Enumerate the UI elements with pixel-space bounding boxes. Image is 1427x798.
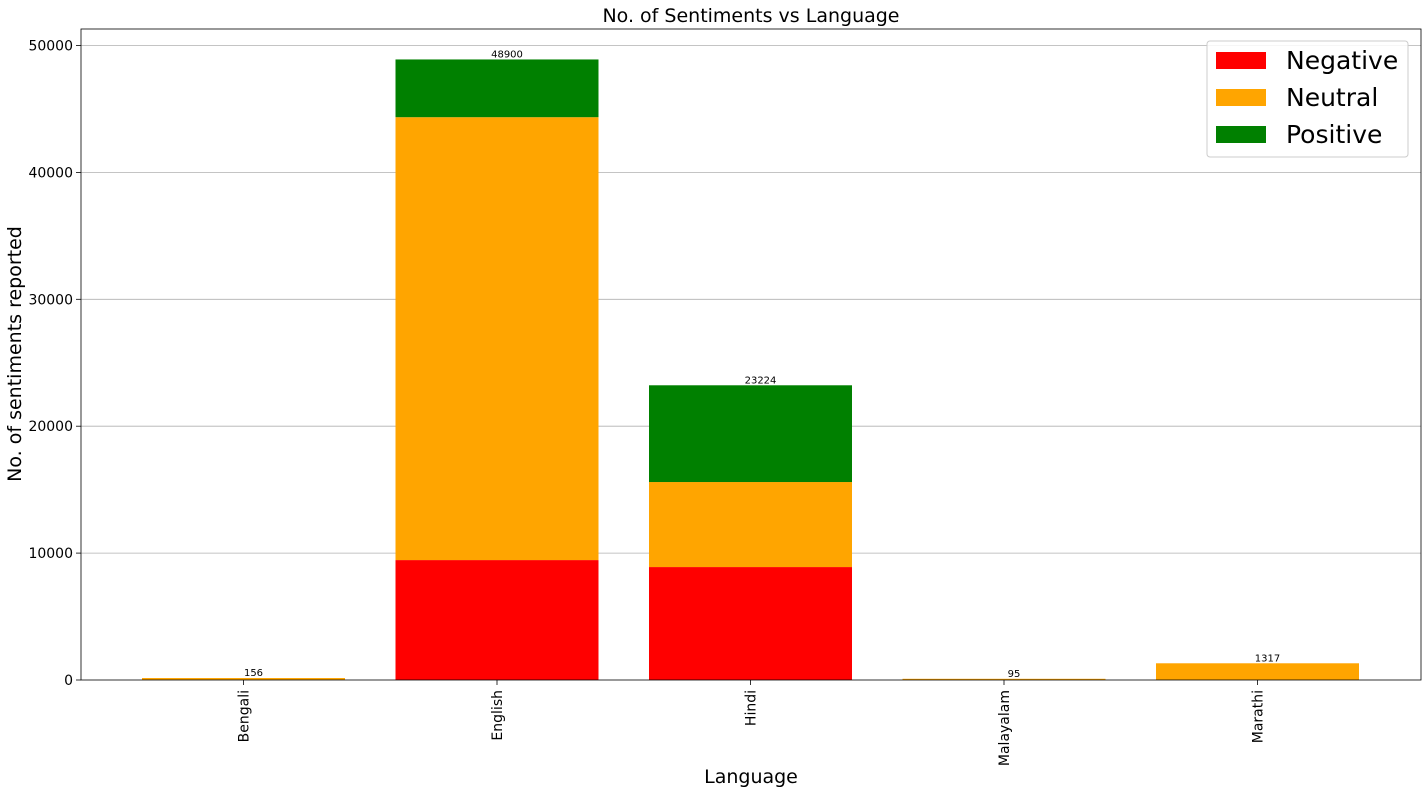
bar-total-label: 95 xyxy=(1008,669,1021,680)
bars-layer xyxy=(142,59,1359,680)
y-tick-label: 30000 xyxy=(28,292,73,308)
x-tick-label: Malayalam xyxy=(997,690,1013,766)
plot-frame xyxy=(80,28,1422,681)
bar-total-label: 48900 xyxy=(491,49,523,60)
bar-segment-negative-hindi xyxy=(649,567,852,680)
legend-label-negative: Negative xyxy=(1286,46,1398,75)
x-tick-label: Bengali xyxy=(237,690,253,742)
bar-segment-neutral-malayalam xyxy=(902,678,1106,680)
x-tick-label: English xyxy=(490,690,506,741)
legend: Negative Neutral Positive xyxy=(1206,40,1409,158)
x-tick-label: Hindi xyxy=(744,690,760,726)
y-tick-label: 40000 xyxy=(28,165,73,181)
bar-segment-neutral-hindi xyxy=(649,482,852,568)
bar-total-label: 23224 xyxy=(745,375,777,386)
y-tick-label: 10000 xyxy=(28,546,73,562)
bar-segment-negative-english xyxy=(395,560,599,680)
grid-layer xyxy=(81,45,1421,554)
axes-layer xyxy=(76,28,1422,685)
legend-swatch-negative xyxy=(1216,52,1266,69)
legend-swatch-neutral xyxy=(1216,89,1266,106)
chart-title: No. of Sentiments vs Language xyxy=(602,5,899,27)
legend-label-neutral: Neutral xyxy=(1286,83,1378,112)
x-tick-label: Marathi xyxy=(1251,690,1267,743)
bar-total-label: 1317 xyxy=(1255,653,1280,664)
y-tick-label: 50000 xyxy=(28,38,73,54)
bar-segment-positive-hindi xyxy=(649,385,852,483)
labels-layer: 0 10000 20000 30000 40000 50000 156 Bengali 4890… xyxy=(28,38,1280,766)
legend-label-positive: Positive xyxy=(1286,120,1382,149)
y-tick-label: 0 xyxy=(64,673,73,689)
y-axis-label: No. of sentiments reported xyxy=(4,226,26,482)
bar-segment-neutral-bengali xyxy=(142,678,345,680)
y-tick-label: 20000 xyxy=(28,419,73,435)
bar-segment-positive-english xyxy=(395,59,599,118)
bar-segment-neutral-english xyxy=(395,117,599,561)
x-axis-label: Language xyxy=(704,766,798,788)
bar-segment-neutral-marathi xyxy=(1156,663,1359,680)
legend-swatch-positive xyxy=(1216,126,1266,143)
bar-total-label: 156 xyxy=(244,668,263,679)
